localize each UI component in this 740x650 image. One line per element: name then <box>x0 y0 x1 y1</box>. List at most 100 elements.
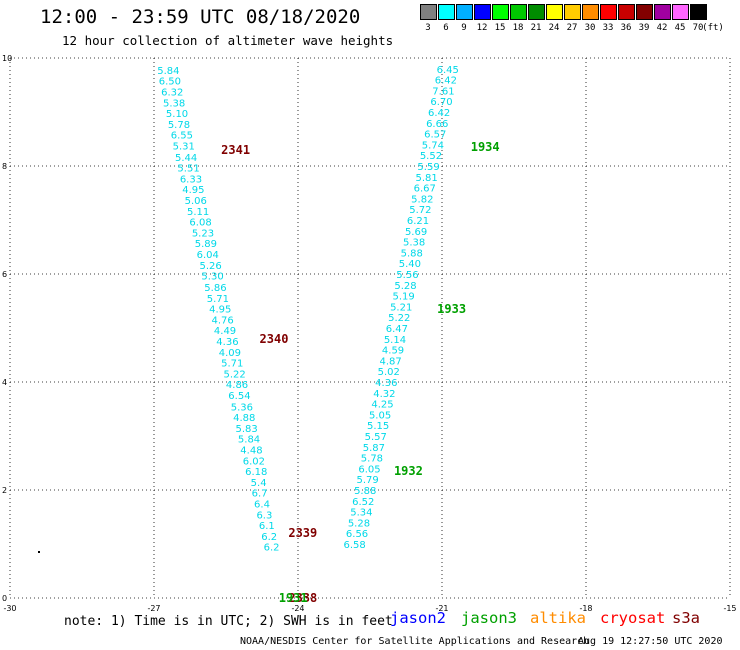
wave-height-value: 4.95 <box>209 305 231 316</box>
wave-height-value: 5.78 <box>168 120 190 131</box>
wave-height-value: 5.23 <box>192 228 214 239</box>
wave-height-value: 6.18 <box>245 467 267 478</box>
footnote: note: 1) Time is in UTC; 2) SWH is in fe… <box>64 614 393 629</box>
legend-swatch <box>690 4 707 20</box>
wave-height-value: 5.87 <box>363 443 385 454</box>
legend-swatch <box>546 4 563 20</box>
wave-height-value: 6.4 <box>254 500 270 511</box>
wave-height-value: 5.02 <box>378 367 400 378</box>
wave-height-value: 6.02 <box>243 456 265 467</box>
wave-height-value: 5.56 <box>396 270 418 281</box>
wave-height-value: 4.95 <box>182 185 204 196</box>
y-tick-label: 6 <box>2 270 7 279</box>
wave-height-value: 5.10 <box>166 109 188 120</box>
legend-label: 15 <box>494 23 506 33</box>
wave-height-value: 5.86 <box>204 283 226 294</box>
wave-height-value: 4.36 <box>375 378 397 389</box>
wave-height-value: 5.14 <box>384 335 406 346</box>
y-tick-label: 4 <box>2 378 7 387</box>
wave-height-value: 6.42 <box>428 108 450 119</box>
wave-height-value: 5.34 <box>350 508 372 519</box>
wave-height-value: 5.21 <box>390 302 412 313</box>
credit-text: NOAA/NESDIS Center for Satellite Applica… <box>240 636 590 647</box>
wave-height-value: 5.51 <box>177 164 199 175</box>
legend-label: 24 <box>548 23 560 33</box>
wave-height-value: 5.38 <box>163 98 185 109</box>
wave-height-value: 5.83 <box>236 424 258 435</box>
legend-label: 18 <box>512 23 524 33</box>
wave-height-value: 6.2 <box>261 532 277 543</box>
legend-swatch <box>492 4 509 20</box>
legend-label: 27 <box>566 23 578 33</box>
wave-height-value: 6.70 <box>430 97 452 108</box>
wave-height-value: 5.72 <box>409 205 431 216</box>
wave-height-value: 6.08 <box>189 218 211 229</box>
satellite-jason3: jason3 <box>461 609 517 627</box>
satellite-cryosat: cryosat <box>600 609 666 627</box>
time-label: 1932 <box>394 464 423 478</box>
wave-height-value: 6.66 <box>426 119 448 130</box>
wave-height-value: 6.04 <box>197 250 219 261</box>
legend-swatch <box>564 4 581 20</box>
wave-height-value: 4.36 <box>216 337 238 348</box>
wave-height-value: 4.48 <box>240 446 262 457</box>
wave-height-value: 6.55 <box>171 131 193 142</box>
wave-height-value: 6.3 <box>256 510 272 521</box>
wave-height-value: 4.76 <box>212 315 234 326</box>
time-label: 1933 <box>437 302 466 316</box>
legend-swatch <box>654 4 671 20</box>
wave-height-value: 4.86 <box>226 380 248 391</box>
y-tick-label: 0 <box>2 594 7 603</box>
wave-height-value: 5.26 <box>200 261 222 272</box>
legend-label: 45 <box>674 23 686 33</box>
legend-label: 39 <box>638 23 650 33</box>
wave-height-value: 5.89 <box>195 239 217 250</box>
legend-label: 21 <box>530 23 542 33</box>
wave-height-value: 4.88 <box>233 413 255 424</box>
legend-label: 9 <box>461 23 467 33</box>
x-tick-label: -21 <box>435 604 448 613</box>
legend-swatch <box>600 4 617 20</box>
wave-height-value: 6.33 <box>180 174 202 185</box>
legend-label: 30 <box>584 23 596 33</box>
x-tick-label: -24 <box>291 604 304 613</box>
legend-label: 42 <box>656 23 668 33</box>
wave-height-value: 5.71 <box>221 359 243 370</box>
wave-height-value: 5.84 <box>157 66 179 77</box>
x-tick-label: -27 <box>147 604 160 613</box>
legend-swatch <box>510 4 527 20</box>
marker-dot <box>38 551 40 553</box>
wave-height-value: 5.28 <box>348 518 370 529</box>
wave-height-value: 5.06 <box>185 196 207 207</box>
wave-height-value: 5.52 <box>420 151 442 162</box>
wave-height-value: 5.81 <box>416 173 438 184</box>
legend-swatch <box>456 4 473 20</box>
legend-swatch <box>582 4 599 20</box>
time-label: 1931 <box>279 591 308 605</box>
wave-height-value: 6.56 <box>346 529 368 540</box>
wave-height-value: 6.1 <box>259 521 275 532</box>
wave-height-value: 5.22 <box>224 369 246 380</box>
wave-height-value: 5.69 <box>405 227 427 238</box>
legend-label: 70 <box>692 23 704 33</box>
wave-height-value: 6.57 <box>424 130 446 141</box>
time-label: 2339 <box>288 526 317 540</box>
legend-swatch <box>438 4 455 20</box>
wave-height-value: 6.21 <box>407 216 429 227</box>
y-tick-label: 10 <box>2 54 12 63</box>
legend-swatch <box>420 4 437 20</box>
wave-height-value: 5.82 <box>411 194 433 205</box>
satellite-altika: altika <box>530 609 586 627</box>
x-tick-label: -18 <box>579 604 592 613</box>
wave-height-value: 4.49 <box>214 326 236 337</box>
wave-height-value: 6.7 <box>252 489 268 500</box>
wave-height-value: 5.84 <box>238 435 260 446</box>
wave-height-value: 5.38 <box>403 238 425 249</box>
legend-label: 36 <box>620 23 632 33</box>
legend-label: 6 <box>443 23 449 33</box>
time-label: 2340 <box>260 332 289 346</box>
satellite-s3a: s3a <box>672 609 700 627</box>
wave-height-value: 5.19 <box>392 292 414 303</box>
wave-height-value: 5.57 <box>365 432 387 443</box>
